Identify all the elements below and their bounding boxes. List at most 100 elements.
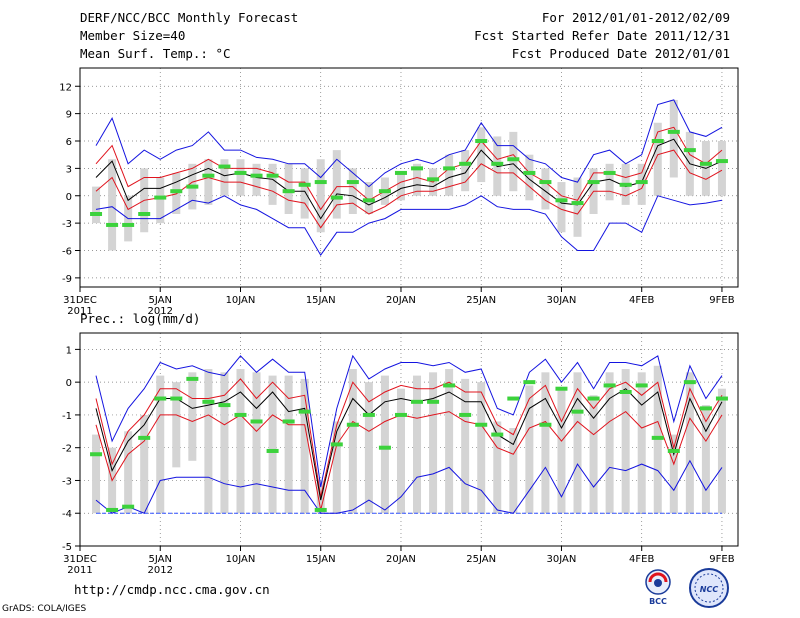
x-tick-label: 10JAN	[226, 554, 256, 565]
observation-marker	[266, 448, 279, 453]
ensemble-box	[124, 431, 133, 514]
observation-marker	[298, 409, 311, 414]
observation-marker	[218, 403, 231, 408]
source-url[interactable]: http://cmdp.ncc.cma.gov.cn	[74, 582, 270, 597]
ensemble-box	[92, 186, 101, 224]
observation-marker	[170, 189, 183, 194]
y-tick-label: -2	[62, 444, 72, 455]
y-tick-label: 12	[59, 82, 72, 93]
observation-marker	[346, 422, 359, 427]
observation-marker	[635, 383, 648, 388]
y-tick-label: 0	[66, 192, 72, 203]
ensemble-box	[525, 154, 534, 201]
observation-marker	[667, 129, 680, 134]
ensemble-box	[252, 372, 261, 514]
observation-marker	[587, 180, 600, 185]
observation-marker	[587, 396, 600, 401]
ensemble-box	[573, 177, 582, 237]
ensemble-box	[268, 375, 277, 514]
ensemble-box	[268, 163, 277, 205]
observation-marker	[683, 148, 696, 153]
x-tick-label: 30JAN	[547, 554, 577, 565]
series-line-p75	[95, 378, 723, 497]
ensemble-box	[300, 378, 309, 514]
ensemble-box	[541, 168, 550, 210]
observation-marker	[282, 419, 295, 424]
ensemble-box	[525, 385, 534, 514]
chart-title: DERF/NCC/BCC Monthly Forecast	[80, 10, 299, 25]
y-tick-label: -3	[62, 219, 72, 230]
observation-marker	[362, 198, 375, 203]
observation-marker	[459, 161, 472, 166]
observation-marker	[186, 184, 199, 189]
variable-label: Mean Surf. Temp.: °C	[80, 46, 231, 61]
observation-marker	[603, 383, 616, 388]
ensemble-box	[653, 122, 662, 196]
ensemble-box	[156, 177, 165, 224]
observation-marker	[619, 389, 632, 394]
observation-marker	[106, 507, 119, 512]
observation-marker	[202, 173, 215, 178]
observation-marker	[170, 396, 183, 401]
x-tick-label: 4FEB	[629, 554, 654, 565]
ensemble-box	[477, 127, 486, 183]
ensemble-box	[332, 421, 341, 514]
observation-marker	[699, 161, 712, 166]
observation-marker	[667, 448, 680, 453]
observation-marker	[218, 164, 231, 169]
series-line-mean	[95, 138, 723, 220]
observation-marker	[250, 419, 263, 424]
x-tick-label: 25JAN	[466, 554, 496, 565]
ensemble-box	[220, 159, 229, 196]
y-tick-label: -6	[62, 247, 72, 258]
observation-marker	[122, 222, 135, 227]
y-tick-label: -3	[62, 476, 72, 487]
ensemble-box	[701, 405, 710, 514]
observation-marker	[523, 170, 536, 175]
observation-marker	[555, 198, 568, 203]
observation-marker	[298, 182, 311, 187]
x-tick-year-label: 2011	[67, 565, 92, 576]
bcc-logo: BCC	[645, 569, 671, 606]
x-tick-year-label: 2012	[148, 565, 173, 576]
observation-marker	[234, 412, 247, 417]
forecast-period-label: For 2012/01/01-2012/02/09	[541, 10, 730, 25]
observation-marker	[555, 386, 568, 391]
observation-marker	[90, 212, 103, 216]
observation-marker	[683, 380, 696, 385]
ensemble-box	[172, 382, 181, 468]
ensemble-box	[557, 182, 566, 233]
observation-marker	[491, 432, 504, 437]
ensemble-box	[108, 159, 117, 251]
ensemble-box	[685, 372, 694, 514]
ensemble-box	[284, 375, 293, 514]
observation-marker	[330, 442, 343, 447]
ensemble-box	[461, 378, 470, 514]
series-line-min	[95, 195, 723, 257]
observation-marker	[539, 422, 552, 427]
ensemble-box	[364, 182, 373, 214]
ensemble-box	[621, 369, 630, 514]
observation-marker	[154, 195, 167, 200]
ensemble-box	[396, 172, 405, 201]
observation-marker	[346, 180, 359, 185]
ensemble-box	[429, 372, 438, 514]
observation-marker	[186, 376, 199, 381]
series-line-p25	[95, 410, 723, 511]
ensemble-box	[364, 382, 373, 514]
ensemble-box	[413, 375, 422, 514]
x-tick-label: 20JAN	[386, 554, 416, 565]
observation-marker	[523, 380, 536, 385]
x-tick-label: 31DEC	[63, 554, 97, 565]
x-tick-label: 25JAN	[466, 295, 496, 306]
ensemble-box	[204, 159, 213, 205]
ensemble-box	[380, 375, 389, 514]
ensemble-box	[300, 168, 309, 219]
ensemble-box	[573, 372, 582, 514]
observation-marker	[378, 189, 391, 194]
x-tick-label: 15JAN	[306, 554, 336, 565]
ensemble-box	[477, 382, 486, 514]
observation-marker	[699, 406, 712, 411]
ensemble-box	[252, 163, 261, 196]
grads-credit: GrADS: COLA/IGES	[2, 604, 87, 614]
